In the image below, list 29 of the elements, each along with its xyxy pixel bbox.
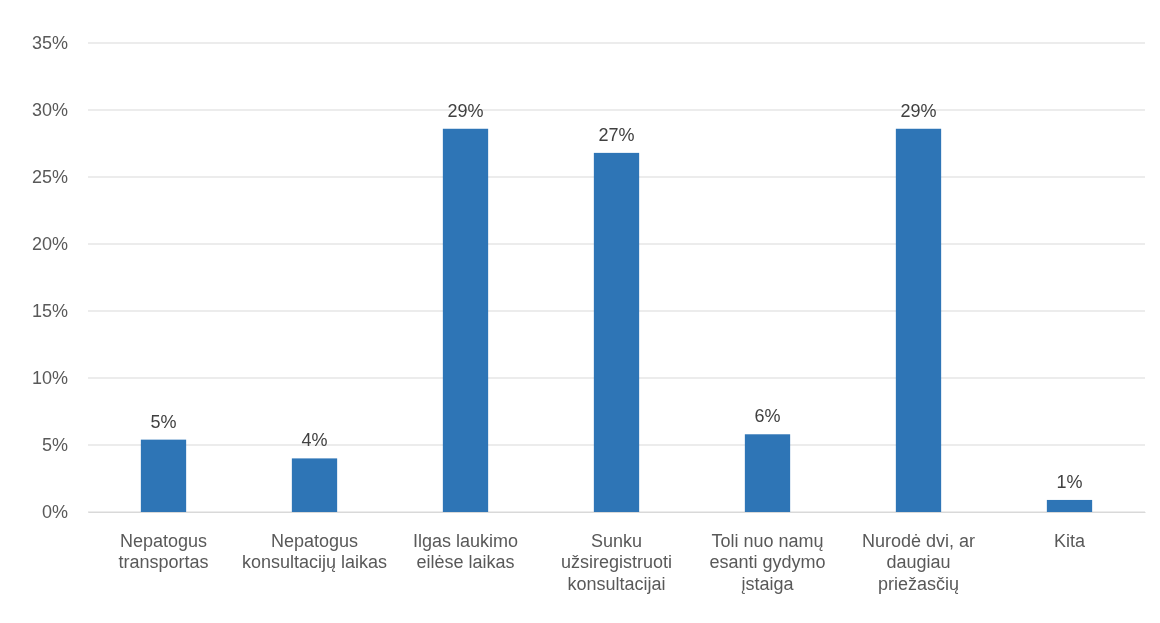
data-label: 1% — [1056, 471, 1083, 492]
y-tick-label: 30% — [31, 100, 68, 121]
y-tick-label: 20% — [31, 234, 68, 255]
x-tick-label: Kita — [1053, 530, 1086, 551]
y-tick-label: 15% — [31, 301, 68, 322]
x-tick-label: Nepatogus transportas — [118, 530, 209, 573]
bar — [442, 128, 489, 512]
bar — [744, 434, 791, 512]
x-tick-label: Toli nuo namų esanti gydymo įstaiga — [709, 530, 826, 594]
data-label: 27% — [598, 124, 635, 145]
y-tick-label: 10% — [31, 368, 68, 389]
bar — [140, 439, 187, 512]
bar — [1046, 499, 1093, 512]
x-tick-label: Sunku užsiregistruoti konsultacijai — [560, 530, 673, 594]
data-label: 4% — [301, 430, 328, 451]
y-tick-label: 35% — [31, 33, 68, 54]
y-tick-label: 5% — [41, 435, 68, 456]
bar — [291, 458, 338, 512]
bar — [593, 152, 640, 512]
data-label: 29% — [900, 100, 937, 121]
x-tick-label: Nepatogus konsultacijų laikas — [241, 530, 388, 573]
x-tick-label: Ilgas laukimo eilėse laikas — [412, 530, 519, 573]
data-label: 6% — [754, 406, 781, 427]
bar — [895, 128, 942, 512]
data-label: 5% — [150, 411, 177, 432]
data-label: 29% — [447, 100, 484, 121]
y-tick-label: 25% — [31, 167, 68, 188]
y-tick-label: 0% — [41, 502, 68, 523]
x-tick-label: Nurodė dvi, ar daugiau priežasčių — [861, 530, 976, 594]
